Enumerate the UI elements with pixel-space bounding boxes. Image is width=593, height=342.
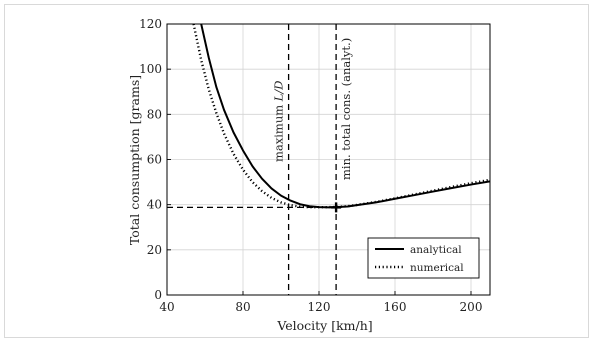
x-tick-label: 160 (384, 300, 407, 314)
legend-box (367, 237, 480, 279)
max-ld-italic: L/D (272, 80, 286, 102)
min-total-annotation: min. total cons. (analyt.) (339, 38, 353, 180)
legend-label-analytical: analytical (410, 244, 462, 256)
x-tick-label: 80 (235, 300, 250, 314)
x-axis-label: Velocity [km/h] (276, 318, 372, 333)
x-tick-label: 200 (460, 300, 483, 314)
markers (331, 202, 342, 213)
max-ld-prefix: maximum (272, 101, 286, 162)
legend: analytical numerical (367, 237, 480, 279)
y-axis-label: Total consumption [grams] (127, 75, 142, 245)
axes (166, 23, 491, 296)
legend-label-numerical: numerical (410, 262, 464, 274)
figure-frame (4, 4, 589, 338)
tick-labels: 40 80 120 160 200 0 20 40 60 80 100 120 (139, 17, 482, 314)
y-tick-label: 100 (139, 62, 162, 76)
y-tick-label: 120 (139, 17, 162, 31)
series-lines (192, 24, 490, 209)
reference-lines (167, 24, 337, 295)
y-tick-label: 0 (154, 288, 162, 302)
max-ld-annotation: maximum L/D (272, 80, 286, 162)
y-tick-label: 40 (147, 198, 162, 212)
y-tick-label: 80 (147, 107, 162, 121)
series-line-analytical (200, 24, 490, 209)
y-tick-label: 20 (147, 243, 162, 257)
x-tick-label: 120 (308, 300, 331, 314)
y-tick-label: 60 (147, 153, 162, 167)
x-tick-label: 40 (159, 300, 174, 314)
